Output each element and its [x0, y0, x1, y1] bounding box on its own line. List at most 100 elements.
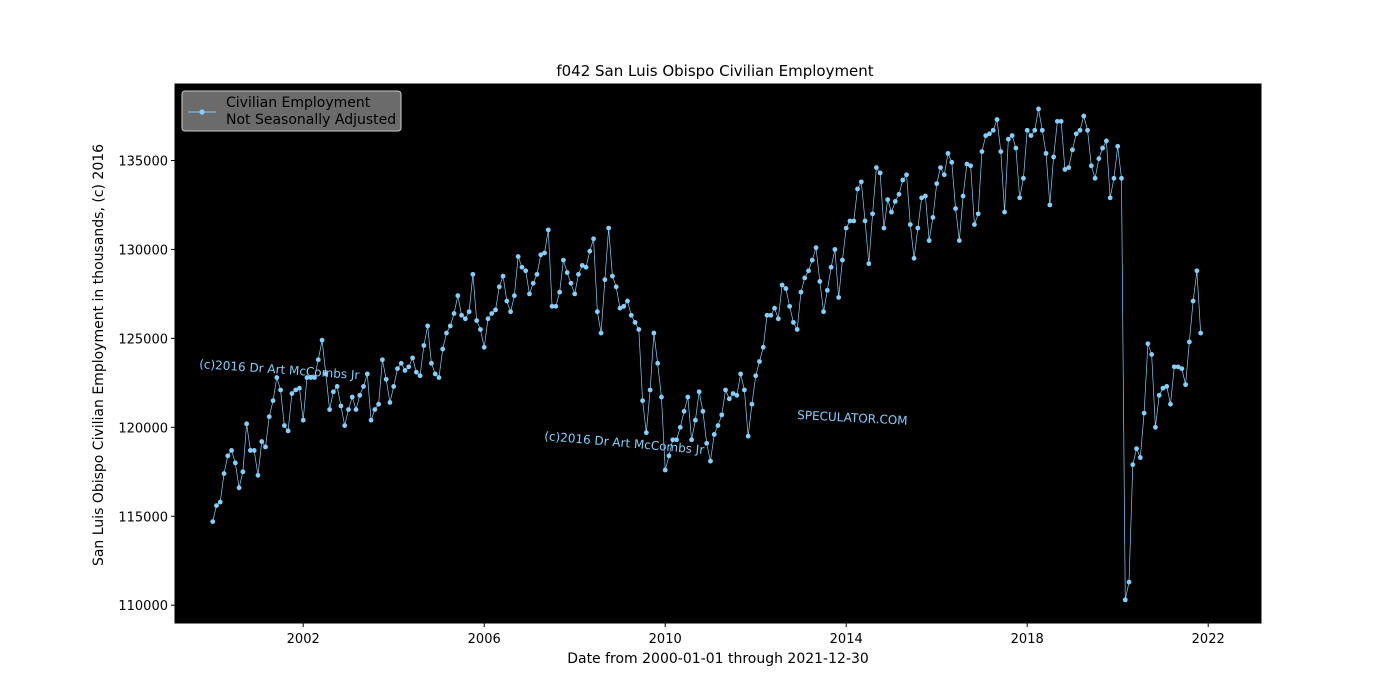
data-point — [391, 384, 397, 389]
data-point — [1190, 298, 1196, 304]
data-point — [749, 401, 755, 407]
data-point — [478, 327, 483, 332]
data-point — [711, 432, 717, 437]
data-point — [666, 453, 672, 459]
data-point — [481, 344, 487, 350]
legend: Civilian Employment Not Seasonally Adjus… — [181, 90, 402, 132]
data-point — [248, 448, 253, 453]
data-point — [493, 307, 498, 313]
data-point — [462, 316, 468, 322]
data-point — [346, 407, 351, 412]
y-tick-label: 120000 — [118, 421, 168, 436]
data-point — [1111, 175, 1117, 181]
data-point — [500, 273, 506, 279]
data-point — [881, 225, 887, 231]
watermark-3: SPECULATOR.COM — [797, 408, 908, 428]
data-point — [941, 172, 947, 178]
data-point — [308, 375, 314, 380]
data-point — [892, 199, 898, 204]
data-point — [990, 127, 996, 133]
data-point — [1122, 597, 1128, 603]
data-point — [1036, 106, 1041, 112]
data-point — [775, 316, 781, 322]
chart-title: f042 San Luis Obispo Civilian Employment — [556, 62, 873, 80]
data-point — [327, 407, 332, 412]
data-point — [1145, 341, 1151, 347]
data-point — [1171, 364, 1177, 370]
data-point — [436, 375, 442, 380]
data-point — [809, 257, 815, 263]
data-point — [474, 318, 480, 323]
data-point — [349, 394, 355, 400]
data-point — [745, 433, 751, 439]
data-point — [274, 375, 280, 380]
data-point — [395, 366, 400, 372]
data-point — [1119, 175, 1124, 181]
data-point — [259, 439, 265, 444]
data-point — [406, 364, 412, 370]
data-point — [538, 252, 544, 258]
data-point — [873, 165, 879, 171]
data-point — [530, 280, 536, 286]
data-point — [945, 150, 951, 156]
data-point — [451, 311, 457, 316]
data-point — [904, 172, 909, 178]
data-point — [1058, 118, 1064, 124]
data-point — [972, 222, 977, 227]
data-point — [689, 437, 694, 443]
data-point — [1047, 202, 1053, 208]
data-point — [564, 270, 570, 275]
plot-content — [210, 106, 1204, 603]
data-point — [843, 225, 849, 231]
data-point — [870, 211, 875, 217]
data-point — [877, 170, 883, 176]
data-point — [338, 403, 344, 409]
data-point — [594, 309, 600, 315]
y-tick-label: 125000 — [118, 332, 168, 347]
data-point — [330, 389, 336, 395]
data-point — [715, 423, 721, 428]
data-point — [1009, 133, 1015, 138]
data-point — [1194, 268, 1200, 274]
data-point — [1175, 364, 1181, 370]
data-point — [851, 218, 857, 224]
data-point — [613, 284, 619, 290]
data-point — [455, 293, 461, 299]
data-point — [915, 225, 921, 231]
data-point — [1043, 150, 1049, 156]
data-point — [598, 330, 604, 336]
data-point — [281, 423, 287, 428]
data-point — [372, 407, 378, 412]
data-point — [900, 177, 906, 183]
data-point — [677, 424, 683, 430]
data-point — [1092, 175, 1098, 181]
data-point — [304, 375, 310, 380]
data-point — [576, 271, 581, 277]
data-point — [998, 149, 1004, 155]
data-point — [425, 323, 431, 329]
data-point — [651, 330, 657, 336]
data-point — [319, 337, 325, 343]
data-point — [847, 218, 853, 224]
data-point — [1062, 166, 1068, 172]
data-point — [802, 275, 808, 281]
data-point — [798, 289, 804, 295]
data-point — [315, 357, 321, 363]
data-point — [364, 371, 370, 377]
data-point — [413, 369, 419, 375]
data-point — [557, 289, 563, 295]
data-point — [1107, 195, 1113, 201]
data-point — [583, 264, 589, 270]
data-point — [723, 387, 728, 393]
data-point — [994, 117, 1000, 122]
data-point — [221, 471, 227, 476]
data-point — [1073, 131, 1079, 137]
data-point — [285, 428, 291, 434]
data-point — [858, 179, 864, 185]
data-point — [987, 131, 992, 137]
data-point — [523, 268, 529, 274]
data-point — [387, 400, 393, 405]
data-point — [738, 371, 744, 377]
data-point — [1104, 138, 1109, 144]
data-point — [278, 387, 283, 393]
